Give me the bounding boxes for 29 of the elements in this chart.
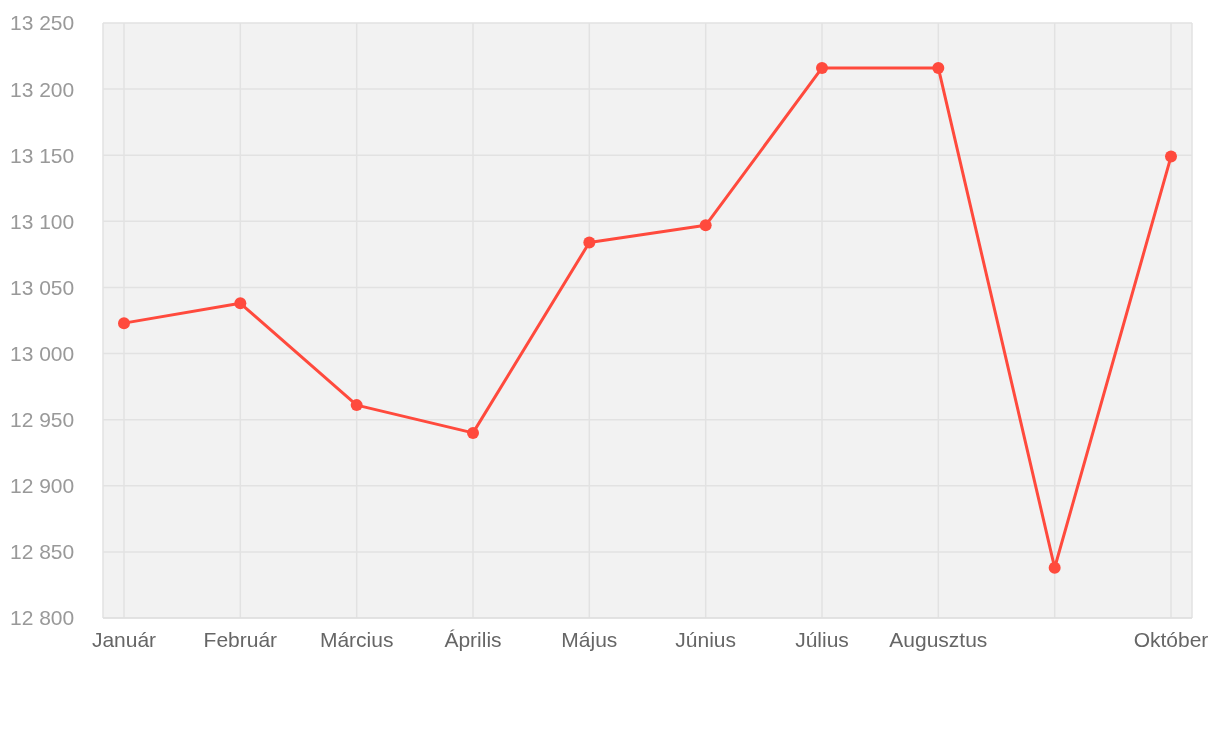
y-tick-label: 13 150 [10, 143, 75, 167]
point [583, 236, 596, 249]
x-tick-label: Július [795, 627, 849, 651]
point [234, 297, 247, 310]
y-tick-label: 12 950 [10, 408, 75, 432]
x-tick-label: Június [675, 627, 737, 651]
x-tick-label: Április [444, 627, 502, 651]
y-tick-label: 13 100 [10, 209, 75, 233]
x-tick-label: Október [1133, 627, 1209, 651]
y-tick-label: 12 800 [10, 606, 75, 630]
y-tick-label: 12 850 [10, 540, 75, 564]
y-tick-label: 12 900 [10, 474, 75, 498]
x-tick-label: Február [203, 627, 278, 651]
y-tick-label: 13 250 [10, 11, 75, 35]
point [699, 219, 712, 232]
x-tick-label: Január [91, 627, 157, 651]
x-tick-label: Május [561, 627, 618, 651]
point [816, 61, 828, 74]
x-tick-label: Március [319, 627, 394, 651]
point [1165, 150, 1177, 163]
point [467, 426, 479, 439]
y-tick-label: 13 200 [10, 77, 75, 101]
point [350, 399, 363, 412]
point [118, 317, 130, 330]
x-tick-label: Augusztus [889, 627, 988, 651]
y-tick-label: 13 050 [10, 275, 75, 299]
point [1048, 561, 1061, 574]
y-tick-label: 13 000 [10, 342, 75, 366]
point [932, 61, 945, 74]
